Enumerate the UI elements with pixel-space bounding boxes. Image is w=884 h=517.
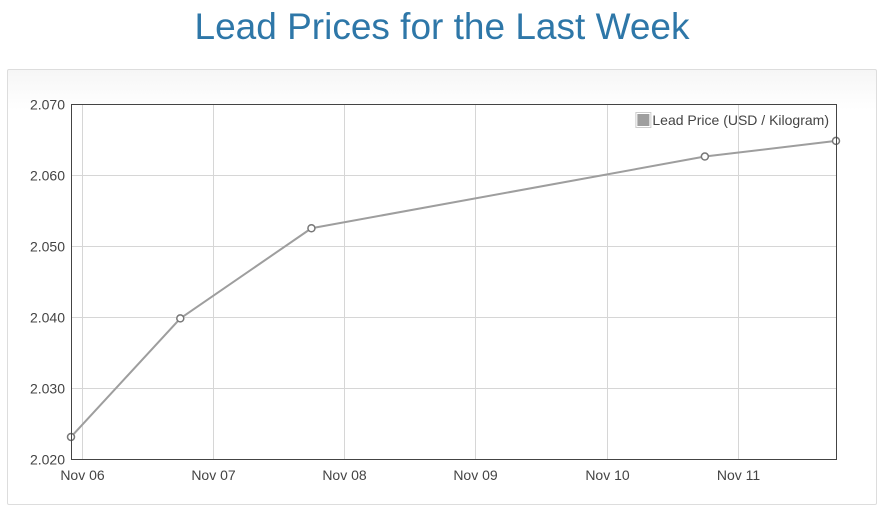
- data-point[interactable]: [700, 152, 710, 161]
- y-tick-label: 2.040: [30, 310, 65, 326]
- y-axis: 2.020 2.030 2.040 2.050 2.060 2.070: [30, 97, 65, 468]
- x-tick-label: Nov 07: [191, 467, 236, 483]
- x-tick-label: Nov 09: [453, 467, 498, 483]
- gridlines: [71, 104, 836, 459]
- x-tick-label: Nov 10: [585, 467, 630, 483]
- x-tick-label: Nov 06: [60, 467, 105, 483]
- data-point[interactable]: [176, 314, 185, 323]
- plot-area: [71, 104, 836, 459]
- y-tick-label: 2.030: [30, 381, 65, 397]
- y-tick-label: 2.050: [30, 239, 65, 255]
- data-point[interactable]: [307, 224, 316, 233]
- y-tick-label: 2.060: [30, 168, 65, 184]
- y-tick-label: 2.020: [30, 452, 65, 468]
- x-axis: Nov 06 Nov 07 Nov 08 Nov 09 Nov 10 Nov 11: [60, 467, 760, 483]
- x-tick-label: Nov 08: [322, 467, 367, 483]
- legend-label: Lead Price (USD / Kilogram): [652, 112, 829, 128]
- page-title: Lead Prices for the Last Week: [194, 6, 690, 47]
- plot-border: [71, 104, 837, 460]
- x-tick-label: Nov 11: [717, 467, 761, 483]
- legend[interactable]: Lead Price (USD / Kilogram): [635, 112, 829, 128]
- y-tick-label: 2.070: [30, 97, 65, 113]
- legend-swatch: [637, 114, 650, 126]
